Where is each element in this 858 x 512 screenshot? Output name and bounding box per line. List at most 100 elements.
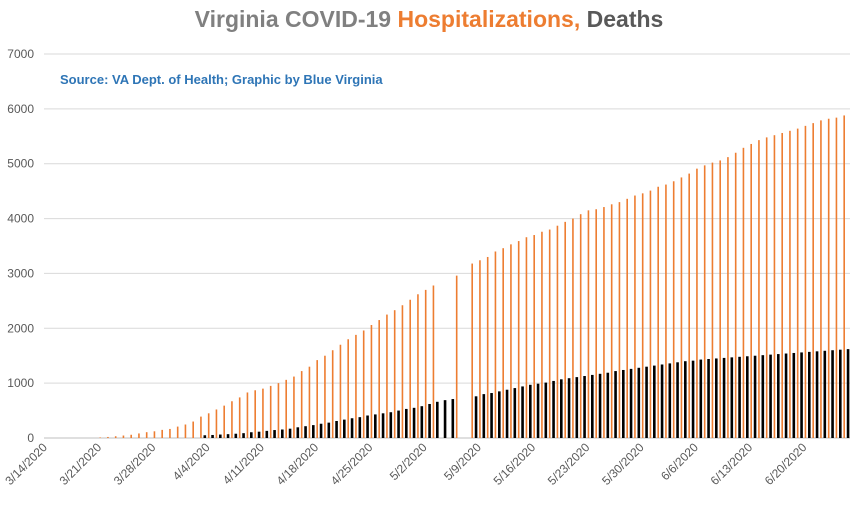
y-tick-label: 2000	[7, 321, 34, 335]
x-tick-label: 4/18/2020	[274, 440, 322, 488]
hospitalizations-bar	[758, 140, 760, 438]
hospitalizations-bar	[409, 299, 411, 438]
chart-subtitle: Source: VA Dept. of Health; Graphic by B…	[60, 72, 383, 87]
deaths-bar	[490, 393, 493, 438]
hospitalizations-bar	[246, 392, 249, 438]
hospitalizations-bar	[843, 115, 845, 438]
deaths-bar	[761, 355, 765, 438]
hospitalizations-bar	[370, 324, 373, 438]
deaths-bar	[676, 362, 679, 438]
deaths-bar	[784, 353, 788, 438]
hospitalizations-bar	[424, 289, 427, 438]
hospitalizations-bar	[502, 248, 504, 438]
deaths-bar	[660, 364, 664, 438]
hospitalizations-bar	[207, 413, 210, 438]
hospitalizations-bar	[548, 229, 551, 438]
hospitalizations-bar	[161, 429, 163, 438]
deaths-bar	[319, 423, 323, 438]
hospitalizations-bar	[479, 260, 481, 438]
hospitalizations-bar	[820, 120, 822, 439]
deaths-bar	[451, 399, 455, 438]
hospitalizations-bar	[486, 256, 489, 438]
deaths-bar	[668, 363, 672, 438]
hospitalizations-bar	[835, 117, 838, 439]
deaths-bar	[234, 433, 238, 438]
chart-title-hospitalizations: Hospitalizations,	[397, 6, 581, 32]
deaths-bar	[312, 425, 315, 438]
deaths-bar	[381, 413, 385, 438]
deaths-bar	[614, 371, 617, 438]
chart-title-main: Virginia COVID-19	[194, 6, 398, 32]
deaths-bar	[653, 365, 656, 438]
y-tick-label: 1000	[7, 376, 34, 390]
hospitalizations-bar	[649, 190, 652, 438]
deaths-bar	[211, 434, 214, 438]
hospitalizations-bar	[254, 390, 256, 438]
hospitalizations-bar	[231, 401, 233, 438]
deaths-bar	[343, 419, 346, 438]
hospitalizations-bar	[603, 207, 605, 438]
deaths-bar	[560, 379, 563, 438]
x-tick-label: 5/16/2020	[491, 440, 539, 488]
hospitalizations-bar	[293, 376, 295, 438]
hospitalizations-bar	[285, 379, 287, 438]
y-tick-label: 7000	[7, 47, 34, 61]
deaths-bar	[645, 366, 648, 438]
hospitalizations-bar	[827, 118, 830, 438]
hospitalizations-bar	[595, 209, 597, 438]
hospitalizations-bar	[750, 143, 752, 439]
y-tick-label: 5000	[7, 157, 34, 171]
x-tick-label: 4/11/2020	[220, 440, 267, 487]
deaths-bar	[753, 355, 757, 438]
deaths-bar	[389, 412, 393, 438]
hospitalizations-bar	[138, 433, 140, 438]
deaths-bar	[474, 396, 478, 438]
hospitalizations-bar	[122, 435, 125, 438]
hospitalizations-bar	[184, 424, 187, 438]
deaths-bar	[691, 360, 695, 438]
deaths-bar	[281, 429, 284, 438]
deaths-bar	[257, 431, 261, 438]
deaths-bar	[846, 349, 850, 438]
hospitalizations-bar	[316, 360, 318, 438]
deaths-bar	[482, 394, 486, 438]
deaths-bar	[265, 430, 269, 438]
deaths-bar	[405, 408, 408, 438]
deaths-bar	[288, 428, 292, 438]
hospitalizations-bar	[277, 383, 280, 438]
hospitalizations-bar	[114, 436, 117, 438]
hospitalizations-bar	[130, 434, 132, 438]
hospitalizations-bar	[393, 310, 396, 438]
y-tick-label: 6000	[7, 102, 34, 116]
deaths-bar	[715, 358, 718, 438]
deaths-bar	[428, 403, 431, 438]
hospitalizations-bar	[711, 162, 714, 439]
deaths-bar	[358, 417, 362, 438]
x-tick-label: 5/23/2020	[545, 440, 593, 488]
hospitalizations-bar	[626, 198, 628, 438]
deaths-bar	[529, 384, 532, 438]
hospitalizations-bar	[362, 330, 365, 438]
hospitalizations-bar	[587, 210, 590, 438]
deaths-bar	[219, 434, 222, 438]
deaths-bar	[397, 410, 400, 438]
hospitalizations-bar	[200, 416, 202, 438]
hospitalizations-bar	[145, 432, 148, 438]
hospitalizations-bar	[533, 235, 535, 438]
hospitalizations-bar	[308, 366, 311, 438]
deaths-bar	[622, 369, 625, 438]
hospitalizations-bar	[107, 436, 109, 438]
deaths-bar	[412, 407, 416, 438]
deaths-bar	[374, 414, 377, 438]
hospitalizations-bar	[269, 385, 272, 438]
deaths-bar	[296, 427, 300, 438]
hospitalizations-bar	[192, 421, 194, 438]
deaths-bar	[808, 351, 811, 438]
deaths-bar	[769, 354, 772, 438]
hospitalizations-bar	[339, 344, 342, 438]
deaths-bar	[839, 349, 842, 438]
x-tick-label: 6/6/2020	[658, 440, 701, 483]
hospitalizations-bar	[541, 231, 543, 438]
hospitalizations-bar	[153, 431, 156, 438]
deaths-bar	[242, 433, 245, 438]
